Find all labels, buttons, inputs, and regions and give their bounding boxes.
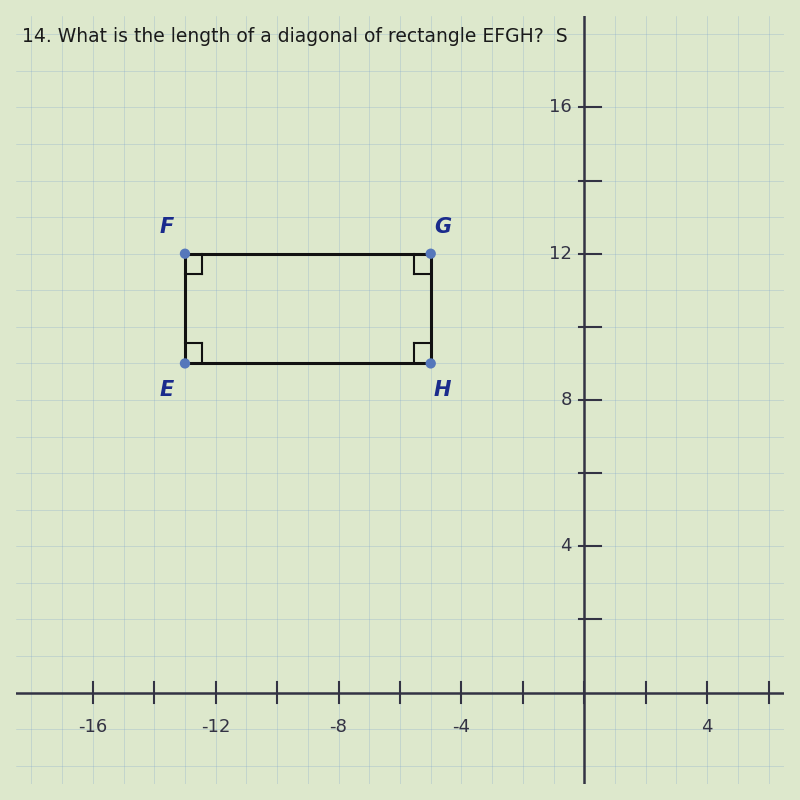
Point bbox=[424, 357, 437, 370]
Text: 12: 12 bbox=[549, 245, 572, 262]
Text: -8: -8 bbox=[330, 718, 347, 736]
Point bbox=[178, 357, 191, 370]
Text: 4: 4 bbox=[561, 538, 572, 555]
Text: 4: 4 bbox=[702, 718, 713, 736]
Text: F: F bbox=[160, 218, 174, 238]
Text: H: H bbox=[434, 380, 451, 400]
Text: 14. What is the length of a diagonal of rectangle EFGH?  S: 14. What is the length of a diagonal of … bbox=[22, 27, 568, 46]
Text: 16: 16 bbox=[550, 98, 572, 117]
Text: -16: -16 bbox=[78, 718, 107, 736]
Text: 8: 8 bbox=[561, 391, 572, 409]
Text: G: G bbox=[434, 218, 451, 238]
Point bbox=[424, 247, 437, 260]
Text: E: E bbox=[160, 380, 174, 400]
Text: -4: -4 bbox=[453, 718, 470, 736]
Text: -12: -12 bbox=[201, 718, 230, 736]
Point bbox=[178, 247, 191, 260]
